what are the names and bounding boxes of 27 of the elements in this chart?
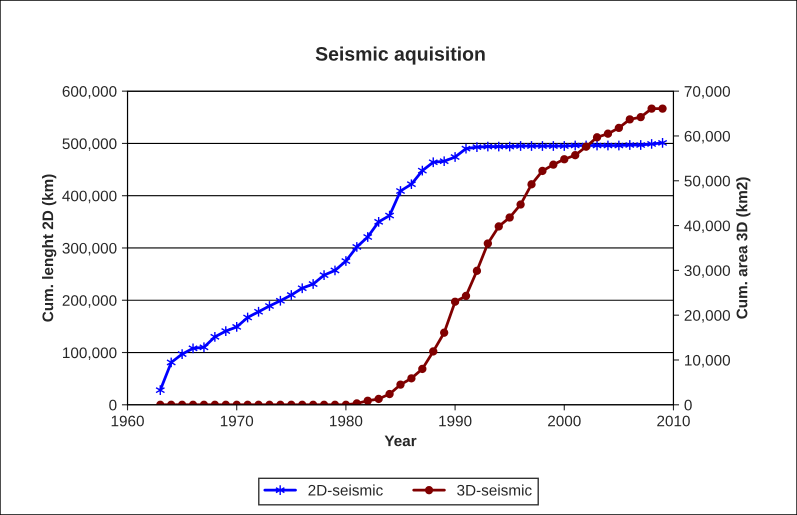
y-axis-title: Cum. lenght 2D (km) bbox=[42, 174, 56, 322]
y2-tick-label: 50,000 bbox=[684, 176, 730, 188]
x-tick-label: 1990 bbox=[439, 416, 472, 426]
x-tick-label: 1960 bbox=[112, 416, 144, 426]
y-tick-label: 300,000 bbox=[62, 242, 117, 256]
y2-tick-label: 60,000 bbox=[684, 130, 730, 144]
x-tick-label: 2000 bbox=[548, 416, 581, 426]
legend-label: 2D-seismic bbox=[308, 484, 383, 496]
y-tick-label: 400,000 bbox=[62, 190, 117, 204]
x-tick-label: 2010 bbox=[657, 416, 690, 426]
y2-tick-label: 30,000 bbox=[684, 265, 730, 278]
y2-axis-title: Cum. area 3D (km2) bbox=[736, 177, 750, 319]
y2-tick-label: 0 bbox=[684, 400, 692, 410]
y2-tick-label: 70,000 bbox=[684, 86, 730, 99]
y-tick-label: 200,000 bbox=[62, 295, 117, 308]
y-tick-label: 600,000 bbox=[62, 86, 117, 99]
y2-tick-label: 10,000 bbox=[685, 354, 730, 368]
y2-tick-label: 20,000 bbox=[684, 310, 730, 323]
x-tick-label: 1970 bbox=[220, 416, 254, 426]
y-tick-label: 0 bbox=[109, 400, 117, 410]
legend-label: 3D-seismic bbox=[457, 484, 532, 496]
y-tick-label: 500,000 bbox=[62, 138, 117, 151]
y2-tick-label: 40,000 bbox=[684, 220, 730, 234]
x-axis-title: Year bbox=[384, 436, 416, 446]
x-tick-label: 1980 bbox=[330, 416, 362, 426]
chart-title: Seismic aquisition bbox=[316, 46, 485, 65]
y-tick-label: 100,000 bbox=[63, 347, 117, 360]
